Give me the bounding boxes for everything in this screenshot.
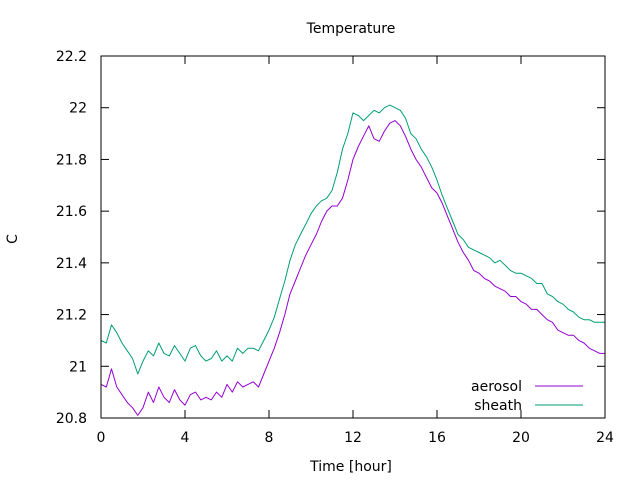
axis-ticks: 0 4 8 12 16 20 24 20.8 21 21.2 21.4 21.6 21.8 22 22.2 (56, 49, 614, 446)
x-tick-label: 0 (97, 430, 106, 446)
plot-frame (100, 55, 606, 419)
x-axis-label: Time [hour] (309, 459, 392, 475)
y-tick-label: 20.8 (56, 411, 87, 427)
series-line-aerosol (100, 120, 605, 416)
series-layer (100, 104, 605, 416)
x-tick-label: 20 (512, 430, 530, 446)
x-tick-label: 12 (344, 430, 362, 446)
x-tick-label: 4 (181, 430, 190, 446)
series-line-sheath (100, 104, 605, 375)
y-tick-label: 21.2 (56, 308, 87, 324)
y-tick-label: 21.6 (56, 204, 87, 220)
y-tick-label: 21.4 (56, 256, 87, 272)
legend-label-aerosol: aerosol (471, 379, 522, 395)
y-tick-label: 21.8 (56, 152, 87, 168)
legend-label-sheath: sheath (474, 398, 522, 414)
y-tick-label: 22.2 (56, 49, 87, 65)
x-tick-label: 8 (265, 430, 274, 446)
y-tick-label: 22 (69, 101, 87, 117)
chart-title: Temperature (306, 21, 396, 37)
y-tick-label: 21 (69, 359, 87, 375)
y-axis-label: C (5, 234, 21, 244)
legend: aerosol sheath (471, 379, 583, 414)
x-tick-label: 16 (428, 430, 446, 446)
x-tick-label: 24 (596, 430, 614, 446)
